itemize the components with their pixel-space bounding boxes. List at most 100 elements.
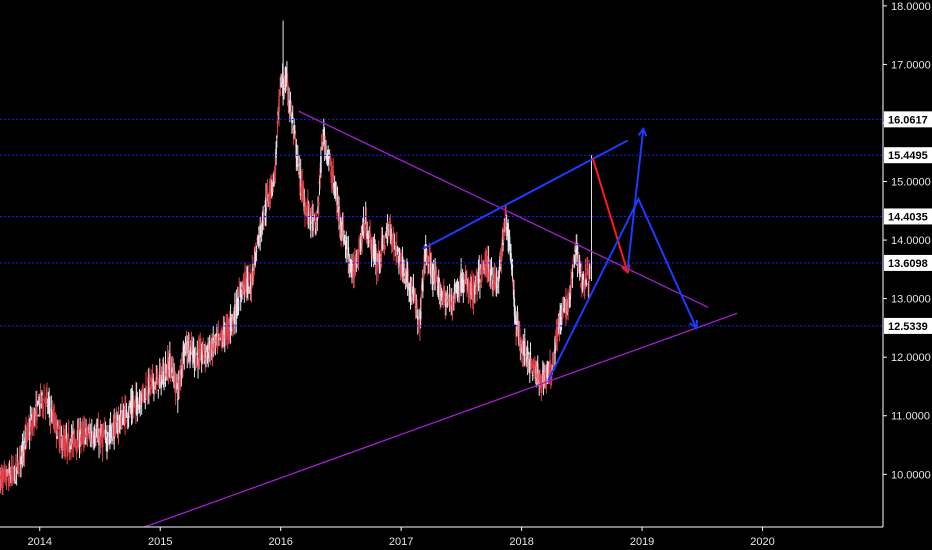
candle-body	[28, 432, 31, 435]
candle-body	[120, 415, 123, 428]
candle-body	[497, 277, 500, 282]
candle-body	[269, 194, 272, 196]
candle-body	[268, 185, 271, 198]
candle-body	[369, 236, 372, 240]
candle-body	[186, 341, 189, 354]
x-tick-label: 2020	[750, 536, 774, 548]
candle-body	[470, 281, 473, 295]
candle-body	[351, 261, 353, 270]
candle-body	[219, 337, 222, 339]
candle-body	[24, 437, 27, 450]
candle-body	[532, 359, 535, 372]
candle-body	[387, 231, 389, 236]
y-tick-label: 10.0000	[891, 469, 931, 481]
candle-body	[556, 340, 559, 341]
candle-body	[588, 271, 590, 283]
candle-body	[155, 377, 157, 382]
candle-body	[127, 416, 130, 418]
candle-body	[93, 428, 96, 444]
candle-body	[270, 189, 273, 192]
candle-body	[173, 375, 175, 387]
candle-body	[44, 400, 47, 407]
candle-body	[474, 286, 476, 295]
candle-body	[383, 247, 386, 250]
candle-body	[265, 197, 267, 213]
candle-body	[570, 281, 572, 288]
candle-body	[429, 258, 431, 264]
candle-body	[259, 224, 262, 238]
candle-body	[33, 411, 36, 423]
candle-body	[31, 414, 33, 418]
candle-body	[560, 315, 563, 325]
candle-body	[208, 341, 211, 352]
y-tick-label: 17.0000	[891, 59, 931, 71]
candle-body	[43, 398, 45, 401]
candle-body	[247, 277, 250, 278]
candle-body	[486, 257, 488, 276]
candle-body	[312, 213, 315, 216]
candle-body	[350, 272, 353, 273]
candle-body	[323, 139, 326, 148]
candle-body	[419, 310, 422, 320]
candle-body	[531, 374, 534, 376]
candle-body	[357, 258, 360, 259]
candle-body	[225, 326, 228, 340]
candle-body	[21, 441, 24, 458]
candle-body	[552, 365, 554, 367]
candle-body	[385, 227, 388, 230]
candle-body	[536, 368, 539, 374]
candle-body	[537, 372, 540, 383]
candle-body	[333, 186, 336, 188]
candle-body	[494, 272, 496, 289]
candle-body	[529, 359, 531, 371]
candle-body	[276, 120, 279, 124]
candle-body	[304, 214, 307, 217]
candle-body	[380, 256, 382, 259]
level-label-box	[884, 147, 932, 164]
candle-body	[366, 233, 368, 238]
candle-body	[448, 302, 450, 306]
candle-body	[268, 196, 270, 202]
candle-body	[165, 372, 168, 376]
candle-body	[353, 270, 355, 279]
candle-body	[325, 146, 327, 148]
candle-body	[174, 373, 177, 393]
candle-body	[79, 429, 82, 443]
candle-body	[491, 284, 494, 286]
trend-lines	[144, 110, 738, 528]
candle-body	[137, 403, 139, 410]
candle-body	[419, 318, 421, 327]
candle-body	[286, 82, 289, 94]
x-tick-label: 2018	[509, 536, 533, 548]
candle-body	[137, 402, 140, 404]
candle-body	[46, 392, 48, 396]
axes	[0, 0, 884, 528]
candle-body	[309, 218, 312, 224]
candle-body	[313, 215, 316, 217]
candle-body	[340, 230, 342, 234]
candle-body	[126, 420, 129, 422]
candle-body	[17, 460, 19, 471]
candle-body	[406, 271, 409, 289]
x-tick-label: 2016	[268, 536, 292, 548]
candle-body	[569, 285, 572, 300]
candle-body	[585, 279, 587, 286]
candle-body	[321, 145, 324, 151]
candle-body	[393, 233, 395, 249]
candle-body	[196, 352, 199, 356]
candle-body	[146, 393, 149, 398]
candle-body	[171, 368, 173, 373]
candle-body	[257, 235, 260, 246]
candle-body	[297, 159, 300, 165]
candle-body	[56, 436, 58, 439]
candle-body	[453, 284, 456, 296]
candle-body	[501, 237, 504, 256]
annotation-arrows	[422, 129, 696, 382]
candle-body	[5, 479, 8, 482]
level-label-box	[884, 254, 932, 271]
candle-body	[450, 299, 452, 304]
candle-body	[527, 358, 530, 369]
candle-body	[236, 307, 238, 313]
candle-body	[195, 357, 198, 366]
